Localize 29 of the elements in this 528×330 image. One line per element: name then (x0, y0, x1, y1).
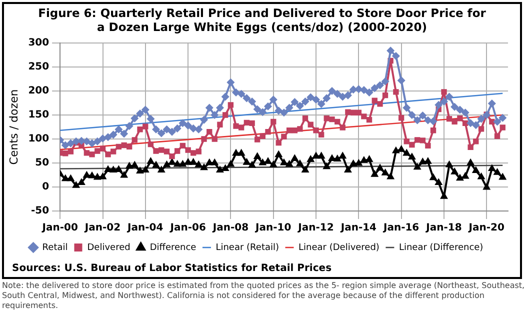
x-tick-label: Jan-18 (425, 222, 462, 234)
x-tick-label: Jan-14 (340, 222, 377, 234)
chart-title: Figure 6: Quarterly Retail Price and Delivered to Store Door Price for a Dozen Large White Eggs (cents/doz) (2000-2020) (37, 5, 487, 34)
x-tick-label: Jan-04 (126, 222, 164, 234)
legend-label: Linear (Retail) (216, 242, 280, 253)
x-tick-label: Jan-00 (41, 222, 78, 234)
y-axis-title: Cents / dozen (7, 89, 20, 165)
x-tick-label: Jan-06 (169, 222, 206, 234)
x-tick-label: Jan-02 (84, 222, 121, 234)
y-tick-label: 300 (28, 38, 50, 49)
y-tick-label: 200 (28, 86, 50, 97)
legend-label: Retail (42, 242, 68, 253)
x-tick-label: Jan-12 (297, 222, 334, 234)
legend-label: Delivered (87, 242, 130, 253)
source-note: Sources: U.S. Bureau of Labor Statistics for Retail Prices (11, 262, 333, 276)
y-tick-label: 250 (28, 62, 50, 73)
legend-label: Linear (Difference) (398, 242, 484, 253)
x-tick-label: Jan-08 (212, 222, 249, 234)
legend-label: Difference (150, 242, 197, 253)
x-tick-label: Jan-20 (468, 222, 504, 234)
y-tick-label: 100 (28, 134, 50, 145)
y-tick-label: 0 (42, 182, 50, 193)
y-tick-label: 50 (35, 158, 50, 169)
y-tick-label: 150 (28, 110, 50, 121)
legend-label: Linear (Delivered) (298, 242, 380, 253)
text: Note: the delivered to store door price is estimated from the quoted prices as the 5- region simple average (Northeast, Southeast, South Central, Midwest, and Northwest). California is not considered for the average because of the different production requirements. (1, 280, 526, 312)
x-tick-label: Jan-16 (382, 222, 420, 234)
x-tick-label: Jan-10 (254, 222, 292, 234)
y-tick-label: -50 (30, 206, 50, 217)
